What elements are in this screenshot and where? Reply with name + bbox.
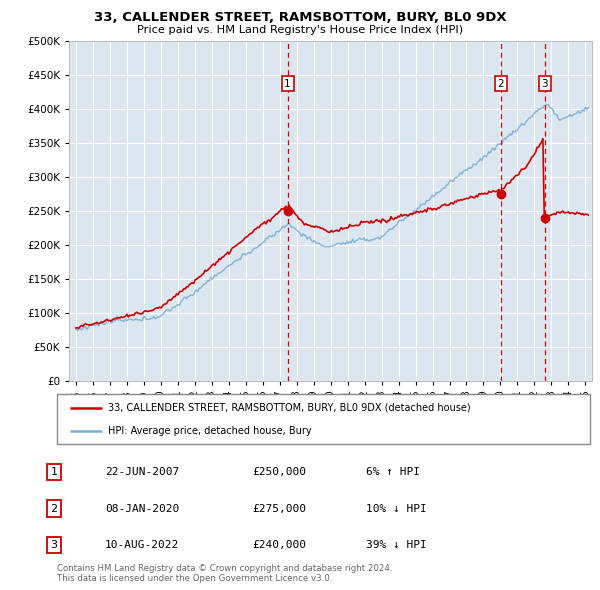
Text: 10-AUG-2022: 10-AUG-2022 [105,540,179,550]
Text: 2: 2 [50,504,58,513]
Text: 3: 3 [541,78,548,88]
Text: 2: 2 [497,78,504,88]
Text: Price paid vs. HM Land Registry's House Price Index (HPI): Price paid vs. HM Land Registry's House … [137,25,463,35]
Text: 1: 1 [50,467,58,477]
Text: 6% ↑ HPI: 6% ↑ HPI [366,467,420,477]
FancyBboxPatch shape [57,394,590,444]
Text: 10% ↓ HPI: 10% ↓ HPI [366,504,427,513]
Text: 33, CALLENDER STREET, RAMSBOTTOM, BURY, BL0 9DX (detached house): 33, CALLENDER STREET, RAMSBOTTOM, BURY, … [107,402,470,412]
Text: £240,000: £240,000 [252,540,306,550]
Text: 1: 1 [284,78,291,88]
Text: 08-JAN-2020: 08-JAN-2020 [105,504,179,513]
Text: Contains HM Land Registry data © Crown copyright and database right 2024.
This d: Contains HM Land Registry data © Crown c… [57,563,392,583]
Text: HPI: Average price, detached house, Bury: HPI: Average price, detached house, Bury [107,426,311,436]
Text: £250,000: £250,000 [252,467,306,477]
Text: 22-JUN-2007: 22-JUN-2007 [105,467,179,477]
Text: 3: 3 [50,540,58,550]
Text: 33, CALLENDER STREET, RAMSBOTTOM, BURY, BL0 9DX: 33, CALLENDER STREET, RAMSBOTTOM, BURY, … [94,11,506,24]
Text: £275,000: £275,000 [252,504,306,513]
Text: 39% ↓ HPI: 39% ↓ HPI [366,540,427,550]
